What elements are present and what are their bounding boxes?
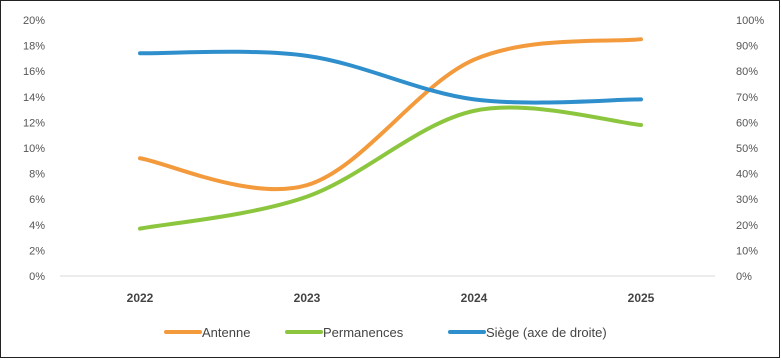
y-right-tick-label: 0%	[736, 271, 752, 283]
y-left-tick-label: 16%	[23, 66, 45, 78]
x-tick-label: 2024	[461, 291, 488, 305]
y-left-tick-label: 12%	[23, 117, 45, 129]
legend-label: Permanences	[323, 325, 404, 340]
y-left-tick-label: 20%	[23, 15, 45, 27]
x-tick-label: 2025	[628, 291, 655, 305]
y-right-tick-label: 70%	[736, 92, 758, 104]
y-left-tick-label: 4%	[29, 220, 45, 232]
legend-label: Antenne	[202, 325, 250, 340]
series-line-antenne	[138, 37, 643, 192]
y-right-tick-label: 50%	[736, 143, 758, 155]
y-right-tick-label: 10%	[736, 245, 758, 257]
series-line-permanences	[138, 105, 643, 231]
chart-legend: Antenne Permanences Siège (axe de droite)	[164, 325, 607, 340]
y-left-tick-label: 14%	[23, 92, 45, 104]
y-right-tick-label: 60%	[736, 117, 758, 129]
y-right-tick-label: 80%	[736, 66, 758, 78]
y-left-tick-label: 2%	[29, 245, 45, 257]
series-line-siege	[138, 49, 643, 105]
y-right-tick-label: 40%	[736, 169, 758, 181]
legend-item: Permanences	[285, 325, 404, 340]
y-right-tick-label: 100%	[736, 15, 764, 27]
y-left-tick-label: 8%	[29, 169, 45, 181]
legend-label: Siège (axe de droite)	[486, 325, 607, 340]
y-right-tick-label: 20%	[736, 220, 758, 232]
y-left-tick-label: 0%	[29, 271, 45, 283]
x-tick-label: 2023	[294, 291, 321, 305]
y-left-tick-label: 18%	[23, 41, 45, 53]
x-tick-label: 2022	[127, 291, 154, 305]
y-right-tick-label: 90%	[736, 41, 758, 53]
legend-item: Siège (axe de droite)	[448, 325, 607, 340]
chart-series	[138, 37, 643, 231]
y-left-tick-label: 6%	[29, 194, 45, 206]
y-right-tick-label: 30%	[736, 194, 758, 206]
chart-axes: 0% 2% 4% 6% 8% 10% 12% 14% 16% 18% 20% 0% 10% 20% 30% 4…	[23, 15, 764, 305]
y-left-tick-label: 10%	[23, 143, 45, 155]
legend-item: Antenne	[164, 325, 250, 340]
